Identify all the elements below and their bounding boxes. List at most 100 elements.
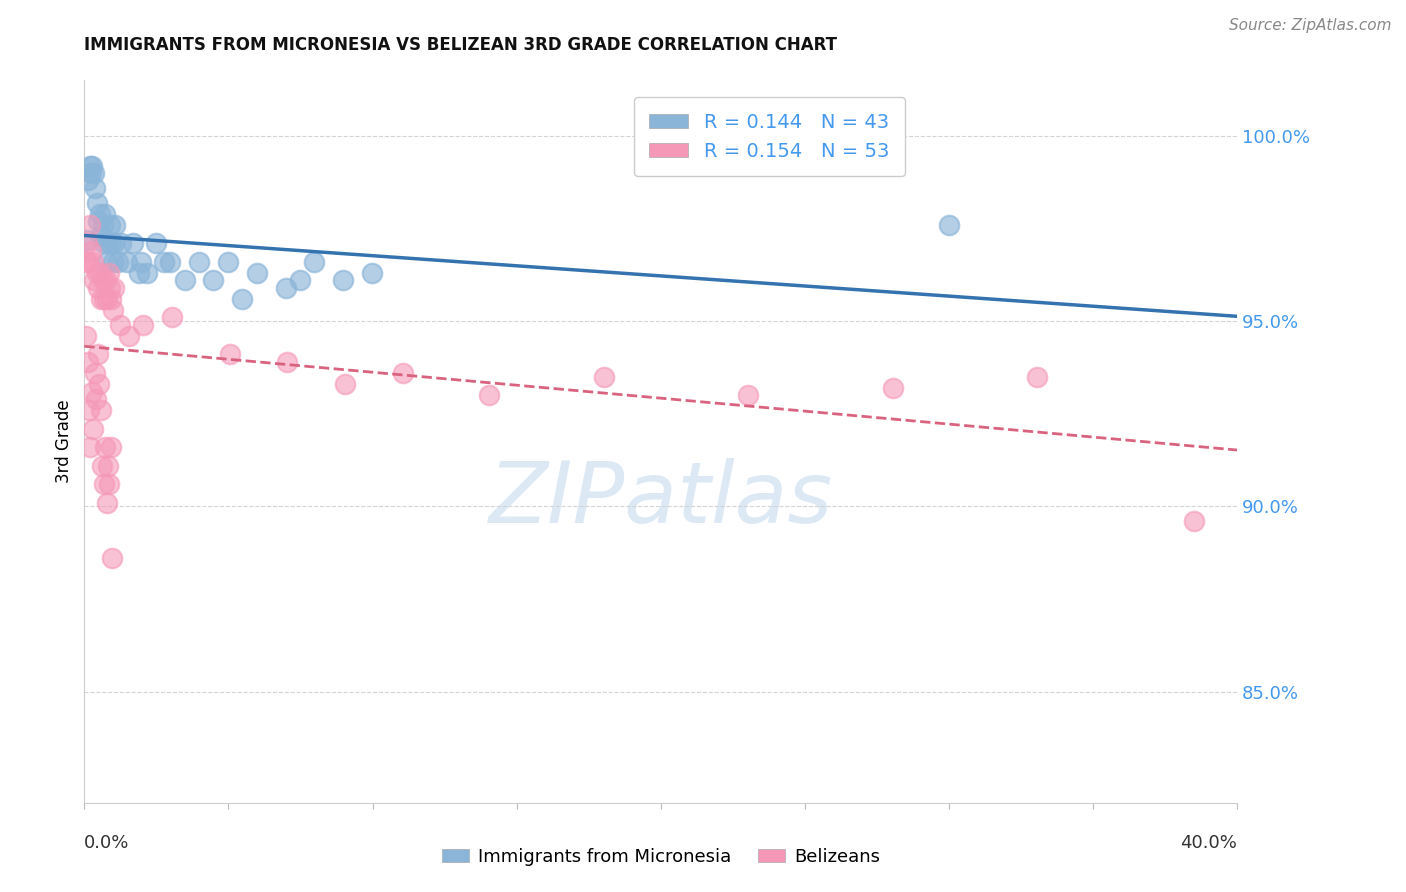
- Point: [101, 303, 124, 318]
- Point: [231, 292, 253, 306]
- Point: [75, 329, 97, 343]
- Point: [89, 207, 111, 221]
- Point: [77, 403, 100, 417]
- Point: [79, 218, 101, 232]
- Point: [132, 318, 155, 332]
- Point: [91, 218, 114, 232]
- Point: [76, 173, 98, 187]
- Point: [202, 273, 225, 287]
- Point: [80, 166, 103, 180]
- Point: [276, 355, 298, 369]
- Point: [76, 355, 98, 369]
- Text: ZIPatlas: ZIPatlas: [489, 458, 832, 541]
- Point: [80, 244, 103, 258]
- Point: [83, 273, 105, 287]
- Point: [98, 477, 121, 491]
- Point: [188, 255, 211, 269]
- Point: [391, 366, 413, 380]
- Point: [274, 281, 297, 295]
- Point: [89, 377, 111, 392]
- Point: [80, 384, 103, 399]
- Point: [84, 180, 107, 194]
- Point: [104, 218, 127, 232]
- Point: [97, 458, 120, 473]
- Point: [217, 255, 239, 269]
- Point: [101, 551, 124, 566]
- Point: [173, 273, 195, 287]
- Legend: Immigrants from Micronesia, Belizeans: Immigrants from Micronesia, Belizeans: [434, 841, 887, 873]
- Point: [93, 292, 115, 306]
- Point: [86, 392, 108, 406]
- Point: [97, 266, 120, 280]
- Point: [160, 310, 183, 325]
- Point: [96, 255, 118, 269]
- Point: [98, 281, 121, 295]
- Point: [136, 266, 159, 280]
- Point: [90, 292, 112, 306]
- Point: [333, 377, 356, 392]
- Point: [128, 266, 150, 280]
- Point: [361, 266, 384, 280]
- Point: [118, 329, 141, 343]
- Point: [82, 421, 104, 435]
- Y-axis label: 3rd Grade: 3rd Grade: [55, 400, 73, 483]
- Point: [90, 403, 112, 417]
- Point: [108, 318, 131, 332]
- Point: [288, 273, 311, 287]
- Point: [84, 366, 107, 380]
- Point: [938, 218, 960, 232]
- Text: 0.0%: 0.0%: [84, 834, 129, 852]
- Point: [159, 255, 181, 269]
- Point: [96, 496, 118, 510]
- Point: [145, 236, 167, 251]
- Point: [93, 236, 115, 251]
- Point: [94, 440, 117, 454]
- Point: [100, 440, 122, 454]
- Point: [98, 218, 121, 232]
- Point: [75, 255, 97, 269]
- Point: [90, 228, 112, 243]
- Point: [96, 292, 118, 306]
- Point: [737, 388, 759, 402]
- Point: [87, 347, 110, 361]
- Point: [1182, 514, 1205, 528]
- Point: [86, 266, 108, 280]
- Point: [94, 273, 117, 287]
- Point: [882, 381, 904, 395]
- Point: [153, 255, 176, 269]
- Point: [115, 255, 138, 269]
- Point: [77, 255, 100, 269]
- Text: 40.0%: 40.0%: [1181, 834, 1237, 852]
- Point: [79, 440, 101, 454]
- Point: [93, 477, 115, 491]
- Point: [100, 292, 122, 306]
- Point: [593, 369, 616, 384]
- Point: [87, 214, 110, 228]
- Point: [76, 233, 98, 247]
- Point: [121, 236, 143, 251]
- Point: [83, 166, 105, 180]
- Point: [97, 236, 120, 251]
- Point: [131, 255, 153, 269]
- Point: [82, 159, 104, 173]
- Point: [94, 207, 117, 221]
- Point: [91, 458, 114, 473]
- Point: [107, 255, 129, 269]
- Point: [86, 195, 108, 210]
- Point: [101, 255, 124, 269]
- Text: IMMIGRANTS FROM MICRONESIA VS BELIZEAN 3RD GRADE CORRELATION CHART: IMMIGRANTS FROM MICRONESIA VS BELIZEAN 3…: [84, 36, 838, 54]
- Point: [76, 236, 98, 251]
- Point: [332, 273, 354, 287]
- Point: [246, 266, 269, 280]
- Point: [87, 281, 110, 295]
- Point: [100, 236, 122, 251]
- Point: [103, 281, 125, 295]
- Point: [89, 266, 111, 280]
- Point: [1025, 369, 1047, 384]
- Point: [304, 255, 326, 269]
- Point: [79, 159, 101, 173]
- Point: [110, 236, 132, 251]
- Text: Source: ZipAtlas.com: Source: ZipAtlas.com: [1229, 18, 1392, 33]
- Point: [91, 273, 114, 287]
- Point: [82, 255, 104, 269]
